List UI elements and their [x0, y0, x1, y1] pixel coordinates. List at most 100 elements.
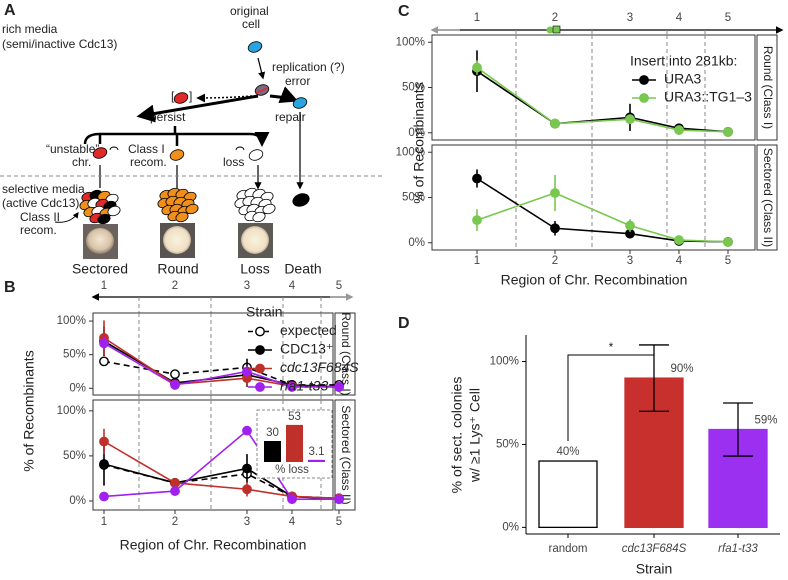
point: [674, 125, 684, 135]
legend-swatch: [639, 93, 649, 103]
point: [242, 463, 252, 474]
plot-frame: [431, 144, 756, 251]
y-tick-label: 0%: [408, 237, 425, 249]
x-tick-label: 4: [676, 255, 683, 267]
cell: [248, 149, 264, 161]
legend-label: expected: [280, 322, 337, 338]
region-label: 5: [336, 280, 342, 292]
inset-bar: [286, 424, 303, 462]
x-tick-label: rfa1-t33: [718, 543, 758, 555]
region-label: 5: [725, 12, 731, 24]
region-label: 1: [101, 280, 107, 292]
point: [242, 366, 252, 377]
point: [472, 62, 482, 73]
legend-label: cdc13F684S: [280, 359, 359, 375]
legend-title: Insert into 281kb:: [630, 53, 737, 69]
region-label: 4: [289, 280, 296, 292]
y-tick-label: 50%: [496, 438, 519, 450]
x-tick-label: 3: [627, 255, 633, 267]
x-tick-label: 2: [172, 516, 178, 528]
label: recom.: [20, 223, 57, 237]
label: repair: [275, 110, 306, 124]
y-tick-label: 100%: [57, 405, 86, 417]
region-label: 1: [474, 12, 480, 24]
cell: [292, 97, 308, 109]
inset-value-label: 53: [288, 411, 301, 423]
bracket: [: [171, 89, 175, 103]
x-axis-title: Region of Chr. Recombination: [501, 272, 688, 288]
legend-swatch: [255, 326, 265, 337]
legend-swatch: [255, 382, 265, 392]
x-axis-title: Region of Chr. Recombination: [120, 537, 307, 553]
point: [170, 380, 180, 390]
label: Class I: [128, 142, 165, 156]
panel-label: B: [4, 279, 16, 296]
point: [287, 494, 297, 505]
x-tick-label: 2: [552, 255, 558, 267]
legend-title: Strain: [246, 304, 283, 320]
inset-value-label: 30: [266, 427, 279, 439]
label: original: [230, 4, 269, 18]
point: [242, 484, 252, 495]
point: [170, 369, 180, 380]
point: [334, 382, 344, 392]
cell: [252, 211, 266, 223]
panel-label: C: [398, 3, 410, 20]
point: [170, 478, 180, 488]
cell: [247, 41, 263, 53]
facet-strip: [756, 144, 778, 251]
arrow: [54, 212, 79, 223]
legend-swatch: [255, 363, 265, 374]
region-label: 4: [676, 12, 683, 24]
inset-bar: [264, 441, 281, 462]
outcome-label: Death: [284, 261, 321, 277]
colony-photo: [86, 228, 114, 254]
point: [99, 356, 109, 367]
outcome-label: Round: [157, 261, 198, 277]
y-axis-title: % of Recombinants: [411, 82, 427, 203]
label: loss: [223, 155, 244, 169]
y-tick-label: 100%: [57, 315, 86, 327]
series-line: [476, 192, 729, 243]
significance-bracket: [567, 354, 655, 442]
region-label: 2: [172, 280, 178, 292]
stripe: [255, 87, 269, 94]
label: recom.: [130, 155, 167, 169]
facet-strip: [756, 34, 778, 141]
region-label: 3: [627, 12, 633, 24]
x-tick-label: 1: [101, 516, 107, 528]
x-tick-label: random: [549, 543, 588, 555]
point: [170, 486, 180, 496]
legend-label: CDC13⁺: [280, 341, 333, 357]
label: selective media: [2, 182, 85, 196]
legend-label: URA3::TG1–3: [664, 89, 752, 105]
y-tick-label: 50%: [63, 349, 86, 361]
label: error: [285, 74, 310, 88]
facet-label: Sectored (Class II): [761, 148, 775, 247]
point: [550, 223, 560, 234]
significance-label: *: [609, 340, 614, 354]
point: [674, 235, 684, 245]
facet-label: Sectored (Class II): [339, 405, 353, 504]
value-label: 40%: [556, 446, 579, 458]
outcome-label: Sectored: [72, 261, 128, 277]
facet-label: Round (Class I): [339, 312, 353, 395]
bracket: ]: [189, 89, 192, 103]
inset-value-label: 3.1: [309, 446, 325, 458]
legend-swatch: [255, 345, 265, 355]
value-label: 90%: [670, 363, 693, 375]
label: chr.: [72, 155, 91, 169]
plot-frame: [92, 399, 334, 511]
label: “unstable”: [46, 142, 99, 156]
colony-photo: [241, 226, 269, 254]
x-tick-label: 1: [474, 255, 480, 267]
cell: [169, 149, 185, 161]
cell: [107, 205, 121, 217]
x-axis-title: Strain: [636, 561, 673, 577]
plot-frame: [431, 34, 756, 141]
recom-mark: [109, 146, 119, 151]
point: [472, 215, 482, 226]
point: [472, 173, 482, 184]
point: [99, 491, 109, 502]
label: (semi/inactive Cdc13): [2, 37, 117, 51]
